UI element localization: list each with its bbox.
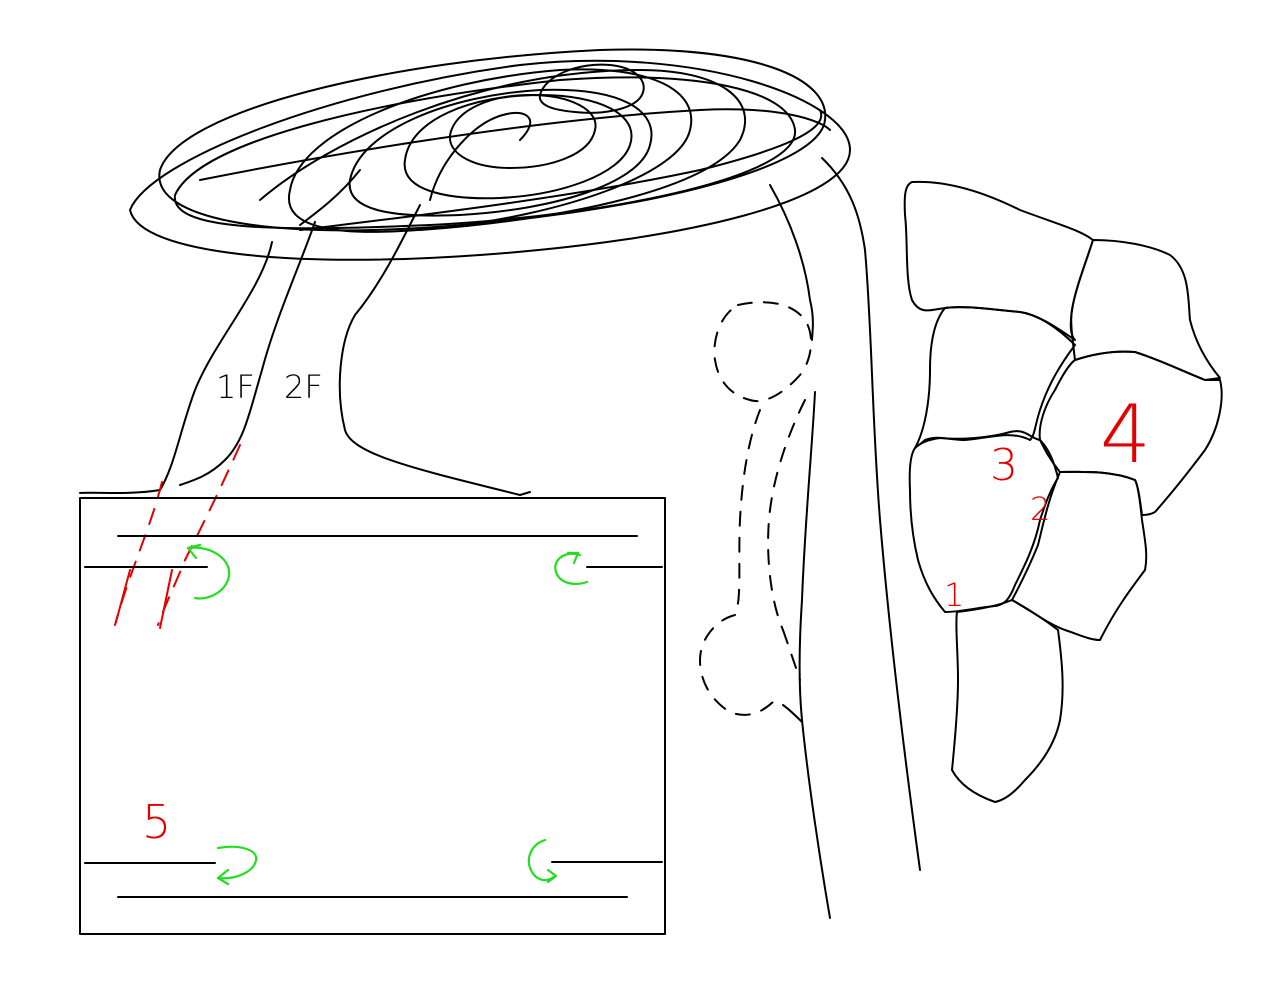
label-1f: 1F — [216, 368, 255, 406]
label-4: 4 — [1100, 388, 1151, 481]
scribble-cloud — [129, 48, 851, 261]
label-5: 5 — [142, 795, 171, 849]
right-stream — [699, 157, 921, 919]
label-1: 1 — [944, 576, 964, 614]
green-turn-arrows — [186, 543, 589, 886]
label-2f: 2F — [284, 368, 323, 406]
turn-arrow-icon — [216, 845, 258, 880]
flow-paths — [79, 204, 531, 496]
label-2: 2 — [1030, 490, 1050, 528]
turn-arrow-icon — [554, 552, 589, 585]
label-3: 3 — [990, 440, 1018, 491]
building-box — [79, 497, 666, 935]
block-cluster — [903, 180, 1223, 803]
turn-arrow-icon — [188, 546, 231, 600]
turn-arrow-icon — [527, 838, 557, 882]
